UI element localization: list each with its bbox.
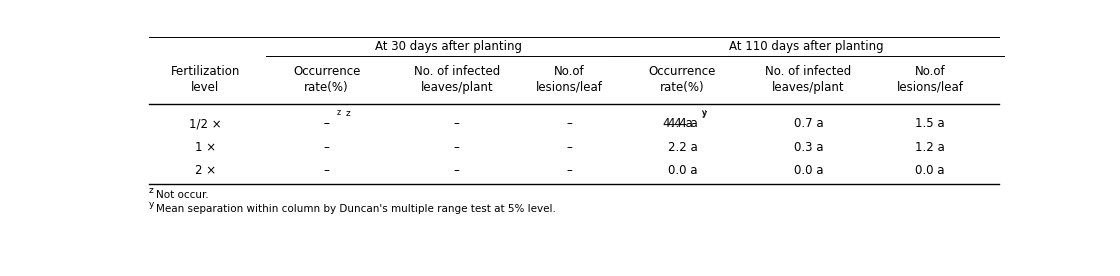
Text: y: y bbox=[702, 109, 708, 118]
Text: No. of infected
leaves/plant: No. of infected leaves/plant bbox=[765, 65, 851, 94]
Text: y: y bbox=[701, 108, 706, 116]
Text: 0.7 a: 0.7 a bbox=[794, 118, 823, 131]
Text: 1.2 a: 1.2 a bbox=[915, 140, 945, 153]
Text: –: – bbox=[324, 118, 329, 131]
Text: 0.0 a: 0.0 a bbox=[794, 164, 823, 177]
Text: Not occur.: Not occur. bbox=[156, 190, 208, 200]
Text: –: – bbox=[324, 140, 329, 153]
Text: z: z bbox=[337, 108, 342, 116]
Text: –: – bbox=[454, 164, 459, 177]
Text: z: z bbox=[346, 109, 351, 118]
Text: –: – bbox=[567, 164, 572, 177]
Text: At 30 days after planting: At 30 days after planting bbox=[374, 41, 522, 54]
Text: 1.5 a: 1.5 a bbox=[915, 118, 944, 131]
Text: 0.0 a: 0.0 a bbox=[915, 164, 944, 177]
Text: –: – bbox=[454, 140, 459, 153]
Text: –: – bbox=[454, 118, 459, 131]
Text: Occurrence
rate(%): Occurrence rate(%) bbox=[648, 65, 716, 94]
Text: Fertilization
level: Fertilization level bbox=[170, 65, 240, 94]
Text: 1/2 ×: 1/2 × bbox=[189, 118, 222, 131]
Text: –: – bbox=[324, 118, 329, 131]
Text: No.of
lesions/leaf: No.of lesions/leaf bbox=[536, 65, 603, 94]
Text: 0.3 a: 0.3 a bbox=[794, 140, 823, 153]
Text: –: – bbox=[567, 118, 572, 131]
Text: At 110 days after planting: At 110 days after planting bbox=[729, 41, 884, 54]
Text: No. of infected
leaves/plant: No. of infected leaves/plant bbox=[413, 65, 500, 94]
Text: 1 ×: 1 × bbox=[195, 140, 216, 153]
Text: 2.2 a: 2.2 a bbox=[668, 140, 698, 153]
Text: z: z bbox=[149, 186, 153, 195]
Text: –: – bbox=[324, 164, 329, 177]
Text: y: y bbox=[149, 200, 155, 209]
Text: No.of
lesions/leaf: No.of lesions/leaf bbox=[896, 65, 963, 94]
Text: Mean separation within column by Duncan's multiple range test at 5% level.: Mean separation within column by Duncan'… bbox=[156, 204, 556, 214]
Text: 0.0 a: 0.0 a bbox=[668, 164, 698, 177]
Text: 2 ×: 2 × bbox=[195, 164, 216, 177]
Text: –: – bbox=[567, 140, 572, 153]
Text: 4.4 a: 4.4 a bbox=[668, 118, 698, 131]
Text: Occurrence
rate(%): Occurrence rate(%) bbox=[293, 65, 361, 94]
Text: 4.4 a: 4.4 a bbox=[663, 118, 693, 131]
